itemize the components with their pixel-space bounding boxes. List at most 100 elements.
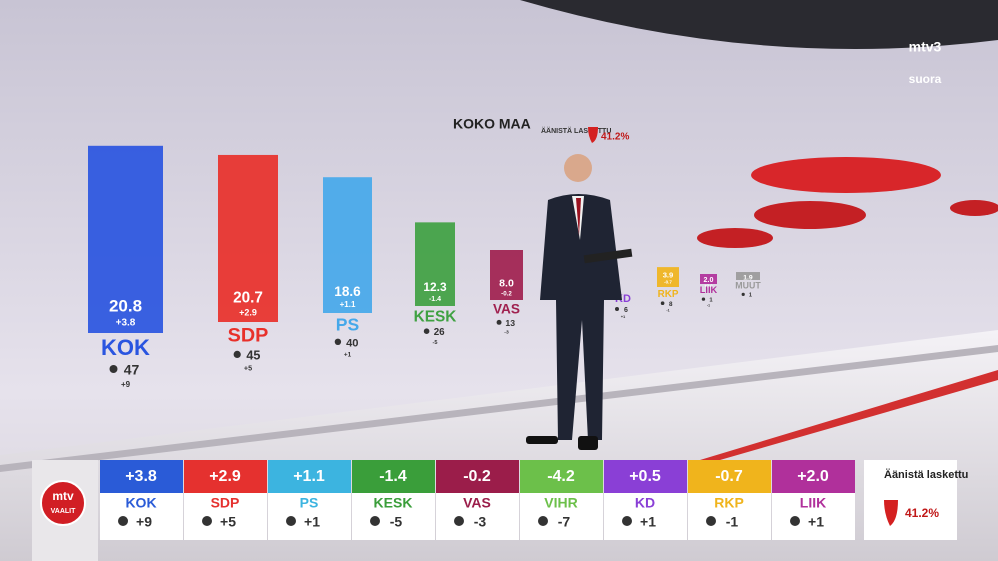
seat-change: -1 xyxy=(666,308,669,312)
seat-icon xyxy=(660,301,665,306)
seat-change: +1 xyxy=(344,351,352,358)
change-label: -1.4 xyxy=(429,296,441,303)
counted-label: ÄÄNISTÄ LASKETTU xyxy=(541,127,611,135)
seat-icon xyxy=(615,307,619,311)
ticker-party: VIHR xyxy=(544,495,577,511)
ticker-seats: +1 xyxy=(640,514,656,530)
seats: 8 xyxy=(669,301,673,308)
value-label: 2.0 xyxy=(704,276,714,284)
seat-change: -5 xyxy=(433,340,438,346)
bar xyxy=(736,272,760,280)
counted-value: 41.2% xyxy=(601,132,629,143)
seat-icon xyxy=(741,292,745,296)
counted-icon xyxy=(588,127,598,143)
category-label: MUUT xyxy=(735,281,761,291)
decor-disc xyxy=(950,200,998,216)
ticker-change: -0.7 xyxy=(715,468,743,485)
ticker-seats: +9 xyxy=(136,514,152,530)
ticker-seats: +1 xyxy=(808,514,824,530)
ticker-party: PS xyxy=(300,495,319,511)
ticker-change: +3.8 xyxy=(125,468,157,485)
ticker-party-cell xyxy=(184,493,267,540)
ticker-seats: +1 xyxy=(304,514,320,530)
ticker-change-cell xyxy=(100,460,183,493)
seat-change: -1 xyxy=(707,304,710,308)
category-label: VAS xyxy=(493,302,520,317)
ceiling xyxy=(520,0,998,49)
seats: 40 xyxy=(346,337,358,349)
ticker-seat-icon xyxy=(706,516,716,526)
ticker-change-cell xyxy=(184,460,267,493)
seat-change: +9 xyxy=(121,380,131,389)
ticker-seats: +5 xyxy=(220,514,236,530)
seat-icon xyxy=(496,319,502,325)
ticker-party: KD xyxy=(635,495,655,511)
ticker-change: +2.9 xyxy=(209,468,241,485)
ticker-change: +1.1 xyxy=(293,468,325,485)
chart-title: KOKO MAA xyxy=(453,116,531,132)
change-label: +2.0 xyxy=(704,284,713,289)
seat-icon xyxy=(334,338,342,345)
ticker-change-cell xyxy=(604,460,687,493)
seat-icon xyxy=(423,328,430,335)
bar xyxy=(415,222,455,306)
ticker-party-cell xyxy=(772,493,855,540)
seats: 1 xyxy=(709,298,713,304)
category-label: KESK xyxy=(414,308,457,325)
ticker-seats: -7 xyxy=(558,514,571,530)
seat-icon xyxy=(701,297,706,301)
ticker-seat-icon xyxy=(370,516,380,526)
ticker-counted-value: 41.2% xyxy=(905,506,939,520)
ticker-change-cell xyxy=(520,460,603,493)
change-label: +2.9 xyxy=(239,307,257,317)
seats: 1 xyxy=(749,293,752,299)
ticker-party: LIIK xyxy=(800,495,826,511)
seats: 26 xyxy=(434,327,445,338)
change-label: -0.2 xyxy=(501,290,512,297)
floor-stripe xyxy=(700,370,998,460)
ticker-party-cell xyxy=(100,493,183,540)
ticker-party: RKP xyxy=(714,495,744,511)
ticker-change-cell xyxy=(436,460,519,493)
ticker-seat-icon xyxy=(622,516,632,526)
value-label: 20.8 xyxy=(109,296,142,315)
seat-change: +5 xyxy=(244,364,252,373)
category-label: PS xyxy=(336,314,360,334)
seat-icon xyxy=(233,350,241,358)
ticker-change-cell xyxy=(268,460,351,493)
value-label: 3.9 xyxy=(663,270,674,279)
ticker-party: KOK xyxy=(125,495,156,511)
ticker-change-cell xyxy=(352,460,435,493)
ticker-change: -0.2 xyxy=(463,468,491,485)
ticker-seat-icon xyxy=(118,516,128,526)
ticker-change-cell xyxy=(772,460,855,493)
live-label: suora xyxy=(909,72,942,86)
ticker-party: SDP xyxy=(211,495,240,511)
bar xyxy=(323,177,372,313)
bar xyxy=(88,145,163,333)
presenter xyxy=(526,154,633,450)
ticker-seat-icon xyxy=(454,516,464,526)
value-label: 20.7 xyxy=(233,290,263,307)
value-label: 18.6 xyxy=(334,284,361,299)
ticker-party-cell xyxy=(268,493,351,540)
ticker-change-cell xyxy=(688,460,771,493)
bar xyxy=(657,267,679,287)
ticker: +3.8 KOK +9 +2.9 SDP +5 +1.1 PS +1 -1.4 KESK -5 -0.2… xyxy=(100,460,855,540)
ticker-counted-box xyxy=(864,460,957,540)
ticker-party-cell xyxy=(688,493,771,540)
ticker-logo xyxy=(40,480,86,526)
decor-disc xyxy=(751,157,941,193)
ticker-party-cell xyxy=(520,493,603,540)
bar xyxy=(700,274,717,284)
ticker-seat-icon xyxy=(790,516,800,526)
ticker-party-cell xyxy=(436,493,519,540)
ticker-counted-icon xyxy=(884,500,898,526)
category-label: LIIK xyxy=(700,285,718,295)
ticker-change: +0.5 xyxy=(629,468,661,485)
seat-icon xyxy=(109,365,118,373)
change-label: +1.1 xyxy=(340,300,356,309)
ticker-seats: -1 xyxy=(726,514,739,530)
ticker-change: +2.0 xyxy=(797,468,829,485)
